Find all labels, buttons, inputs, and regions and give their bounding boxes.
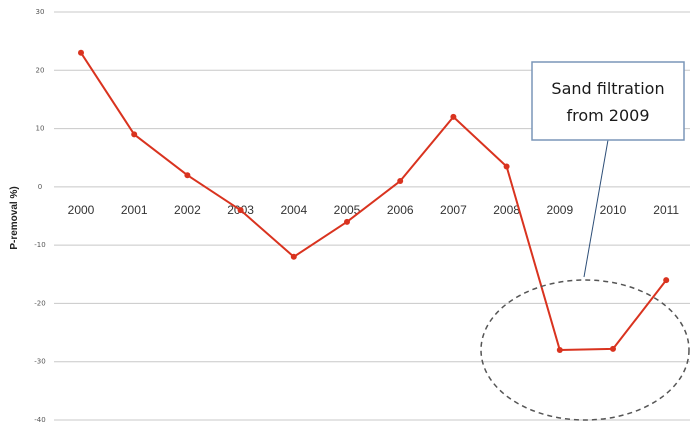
x-tick-label: 2010 [600,203,627,217]
x-tick-label: 2009 [546,203,573,217]
annotation-box [531,61,685,141]
data-point [450,113,457,120]
data-point [344,218,350,225]
x-tick-label: 2011 [653,203,679,217]
x-tick-label: 2001 [121,203,148,217]
data-point [503,163,510,170]
y-tick-label: 0 [38,183,42,191]
data-point [397,178,404,185]
x-tick-labels: 2000200120022003200420052006200720082009… [68,203,680,217]
annotation: Sand filtration from 2009 [480,61,690,421]
y-tick-label: -20 [34,299,45,307]
data-point [131,131,138,138]
x-tick-label: 2006 [387,203,414,217]
y-tick-label: 20 [36,66,45,74]
gridlines [54,11,690,421]
y-tick-label: 10 [36,125,45,133]
x-tick-label: 2005 [334,203,361,217]
data-point [237,207,244,214]
data-point [610,345,616,352]
annotation-ellipse [480,279,690,421]
annotation-leader-line [583,139,609,278]
x-tick-label: 2002 [174,203,201,217]
annotation-text-line-1: Sand filtration [551,79,664,98]
series-line [80,52,667,352]
data-point [184,172,191,179]
y-tick-label: -10 [34,241,45,249]
y-tick-label: 30 [36,8,45,16]
x-tick-label: 2008 [493,203,520,217]
y-tick-label: -40 [34,416,45,423]
annotation-text-line-2: from 2009 [566,106,649,125]
data-point [556,347,563,354]
x-tick-label: 2007 [440,203,467,217]
x-tick-label: 2000 [68,203,95,217]
y-tick-labels: 30 20 10 0 -10 -20 -30 -40 [34,8,45,423]
y-axis-label: P-removal %) [9,186,20,249]
data-point [663,277,670,284]
series-p-removal [78,49,670,354]
data-point [290,253,297,260]
y-tick-label: -30 [34,358,45,366]
x-tick-label: 2004 [280,203,307,217]
data-point [78,49,84,56]
